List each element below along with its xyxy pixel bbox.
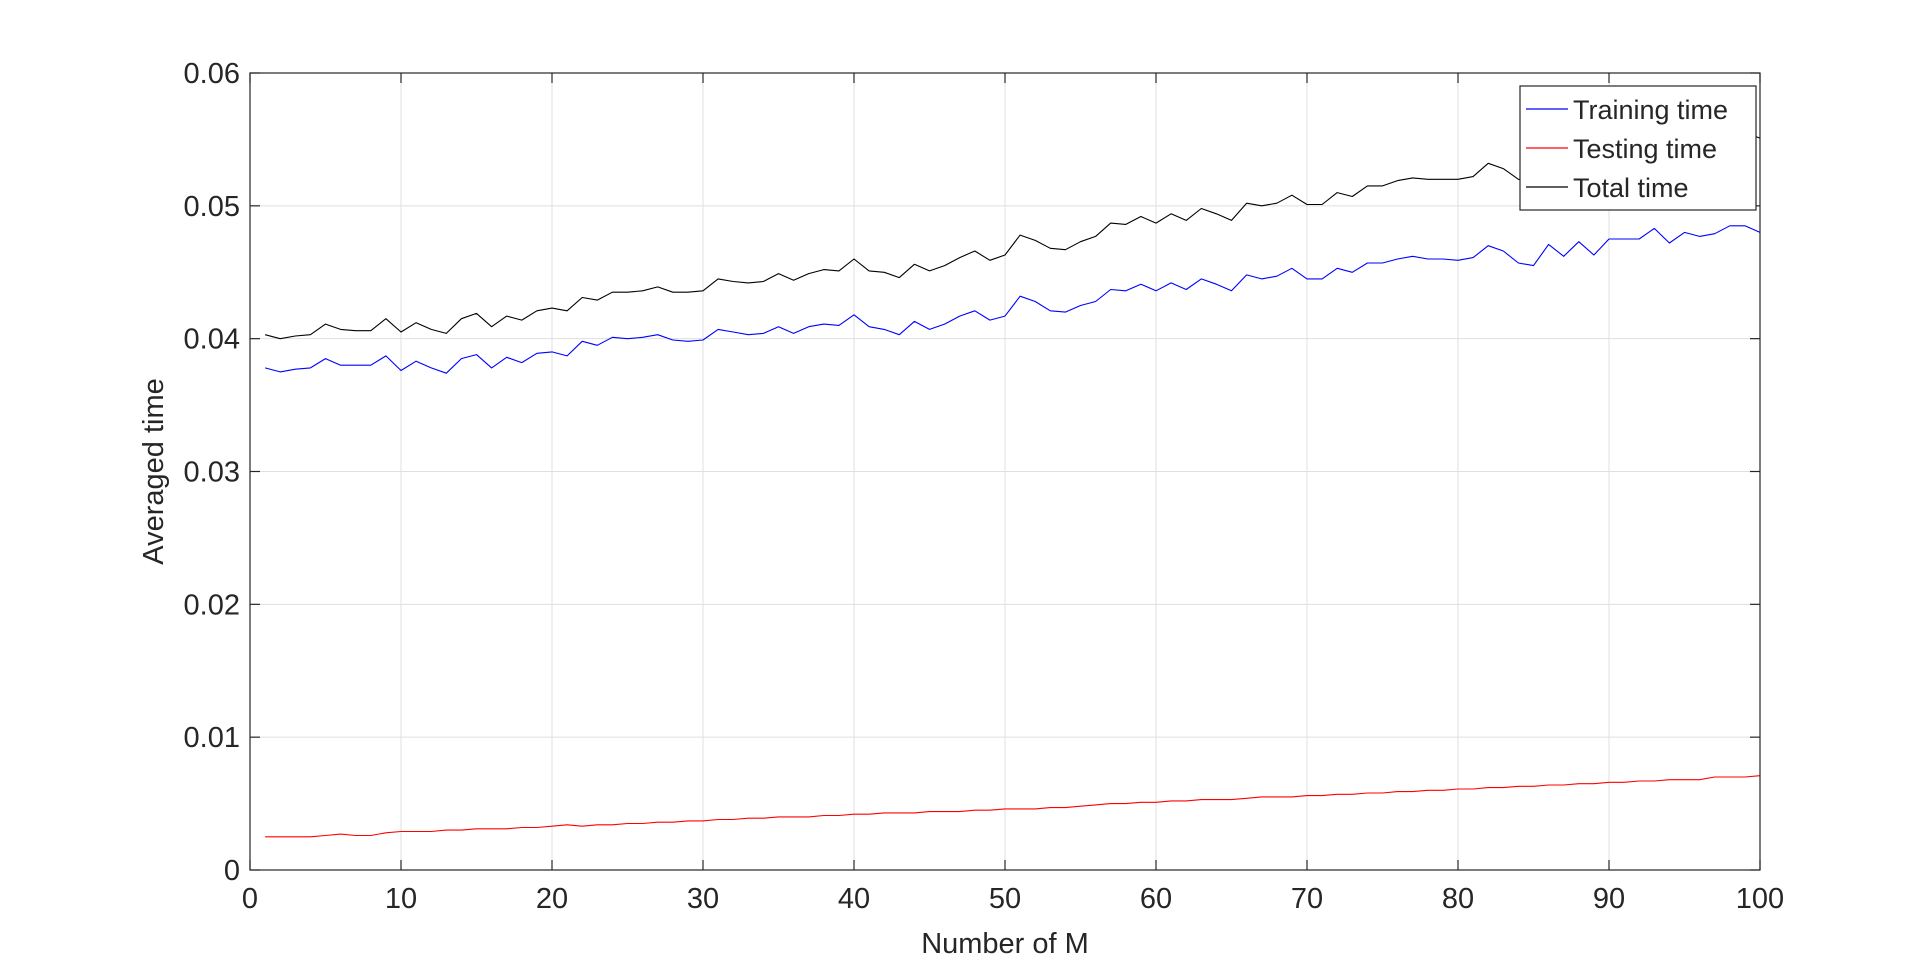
x-axis-label: Number of M <box>921 928 1089 960</box>
x-tick-label: 70 <box>1291 883 1323 915</box>
series-line-total-time <box>264 132 1761 340</box>
y-axis-label: Averaged time <box>138 378 170 564</box>
plot-area <box>249 72 1761 871</box>
series-lines <box>264 132 1761 838</box>
y-tick-labels: 0 0.01 0.02 0.03 0.04 0.05 0.06 <box>184 58 240 887</box>
legend-entry-label: Testing time <box>1573 134 1717 164</box>
series-line-training-time <box>264 225 1761 374</box>
x-tick-label: 20 <box>536 883 568 915</box>
series-line-testing-time <box>265 775 1761 838</box>
legend-entry-label: Training time <box>1573 95 1728 125</box>
x-tick-labels: 0 10 20 30 40 50 60 70 80 90 100 <box>242 883 1784 915</box>
y-tick-label: 0.01 <box>184 722 240 754</box>
legend[interactable]: Training time Testing time Total time <box>1519 85 1757 211</box>
y-tick-label: 0.03 <box>184 457 240 489</box>
x-tick-label: 80 <box>1442 883 1474 915</box>
x-tick-label: 40 <box>838 883 870 915</box>
x-tick-label: 60 <box>1140 883 1172 915</box>
x-tick-label: 100 <box>1736 883 1784 915</box>
y-tick-label: 0.05 <box>184 191 240 223</box>
y-tick-label: 0.02 <box>184 589 240 621</box>
x-tick-label: 10 <box>385 883 417 915</box>
x-tick-label: 30 <box>687 883 719 915</box>
tick-marks <box>249 72 1761 871</box>
legend-entry-label: Total time <box>1573 173 1689 203</box>
x-tick-label: 90 <box>1593 883 1625 915</box>
y-tick-label: 0.06 <box>184 58 240 90</box>
y-tick-label: 0 <box>224 855 240 887</box>
y-tick-label: 0.04 <box>184 324 240 356</box>
x-tick-label: 50 <box>989 883 1021 915</box>
x-tick-label: 0 <box>242 883 258 915</box>
